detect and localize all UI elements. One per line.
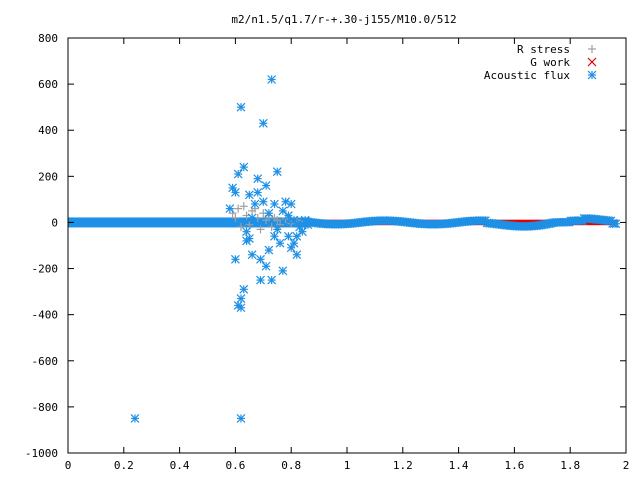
y-tick-label: 600: [38, 78, 58, 91]
acoustic-flux-point: [261, 261, 271, 271]
r-stress-series: [228, 202, 310, 234]
acoustic-flux-point: [247, 250, 257, 260]
y-tick-label: -800: [32, 401, 59, 414]
legend-label: R stress: [517, 43, 570, 56]
acoustic-flux-point: [258, 197, 268, 207]
acoustic-flux-point: [286, 199, 296, 209]
acoustic-flux-point: [283, 211, 293, 220]
r-stress-point: [273, 216, 282, 225]
y-tick-label: -200: [32, 263, 59, 276]
x-tick-label: 2: [623, 459, 630, 472]
x-tick-label: 0.8: [281, 459, 301, 472]
legend-marker: [587, 57, 597, 67]
acoustic-flux-point: [230, 254, 240, 264]
x-tick-label: 1.8: [560, 459, 580, 472]
acoustic-flux-point: [256, 254, 265, 264]
acoustic-flux-point: [611, 219, 621, 229]
acoustic-flux-point: [247, 213, 257, 223]
acoustic-flux-point: [272, 224, 282, 234]
acoustic-flux-point: [289, 238, 299, 248]
y-tick-label: 200: [38, 170, 58, 183]
acoustic-flux-point: [270, 231, 279, 241]
acoustic-flux-point: [256, 275, 265, 285]
acoustic-flux-point: [230, 188, 240, 197]
x-tick-label: 1.6: [504, 459, 524, 472]
y-tick-label: 400: [38, 124, 58, 137]
acoustic-flux-point: [236, 102, 246, 112]
acoustic-flux-series: [130, 75, 621, 423]
x-tick-label: 1: [344, 459, 351, 472]
y-tick-label: 800: [38, 32, 58, 45]
legend-marker: [587, 70, 597, 80]
y-tick-label: 0: [51, 216, 58, 229]
acoustic-flux-point: [244, 234, 254, 244]
y-tick-label: -1000: [25, 447, 58, 460]
x-tick-label: 0: [65, 459, 72, 472]
r-stress-point: [245, 220, 254, 229]
legend-marker: [588, 45, 596, 53]
x-tick-label: 0.4: [170, 459, 190, 472]
r-stress-point: [231, 213, 240, 222]
acoustic-flux-point: [239, 284, 249, 294]
r-stress-point: [262, 216, 271, 225]
acoustic-flux-point: [236, 294, 246, 303]
x-tick-label: 0.6: [225, 459, 245, 472]
zero-baseline-band: [68, 217, 311, 228]
acoustic-flux-point: [261, 181, 271, 190]
acoustic-flux-point: [233, 169, 243, 179]
acoustic-flux-point: [303, 220, 313, 230]
acoustic-flux-point: [236, 413, 246, 423]
chart-title: m2/n1.5/q1.7/r-+.30-j155/M10.0/512: [231, 13, 456, 26]
r-stress-point: [234, 204, 243, 213]
r-stress-point: [239, 202, 248, 211]
acoustic-flux-point: [297, 227, 307, 237]
acoustic-flux-point: [264, 245, 274, 255]
legend-label: Acoustic flux: [484, 69, 570, 82]
x-tick-label: 0.2: [114, 459, 134, 472]
legend-label: G work: [530, 56, 570, 69]
axes: 0 0.2 0.4 0.6 0.8 1 1.2 1.4 1.6 1.8 2 800 600 400 200 0…: [25, 32, 629, 472]
acoustic-flux-point: [250, 199, 260, 209]
acoustic-flux-point: [242, 227, 251, 237]
acoustic-flux-point: [267, 75, 277, 84]
acoustic-flux-point: [292, 231, 302, 241]
acoustic-flux-point: [292, 250, 302, 260]
y-tick-label: -400: [32, 309, 59, 322]
acoustic-flux-point: [278, 206, 288, 216]
acoustic-flux-point: [225, 204, 235, 214]
x-tick-label: 1.2: [393, 459, 413, 472]
acoustic-flux-point: [270, 199, 279, 209]
acoustic-flux-point: [258, 118, 268, 128]
acoustic-flux-point: [289, 215, 299, 225]
r-stress-point: [256, 225, 265, 234]
acoustic-flux-point: [278, 266, 288, 276]
acoustic-flux-point: [267, 275, 277, 285]
acoustic-flux-point: [253, 174, 263, 184]
acoustic-flux-point: [272, 167, 282, 177]
x-tick-label: 1.4: [449, 459, 469, 472]
r-stress-point: [236, 223, 245, 232]
y-tick-label: -600: [32, 355, 59, 368]
acoustic-flux-point: [244, 190, 254, 200]
acoustic-flux-baseline: [68, 217, 311, 228]
acoustic-flux-point: [253, 188, 263, 197]
plot-area: [68, 75, 621, 423]
acoustic-flux-point: [130, 413, 140, 423]
acoustic-flux-point: [283, 231, 293, 241]
acoustic-flux-point: [264, 208, 274, 218]
acoustic-flux-point: [236, 303, 246, 313]
acoustic-flux-point: [239, 162, 249, 172]
acoustic-flux-point: [275, 238, 285, 248]
plot-frame: [67, 37, 627, 454]
